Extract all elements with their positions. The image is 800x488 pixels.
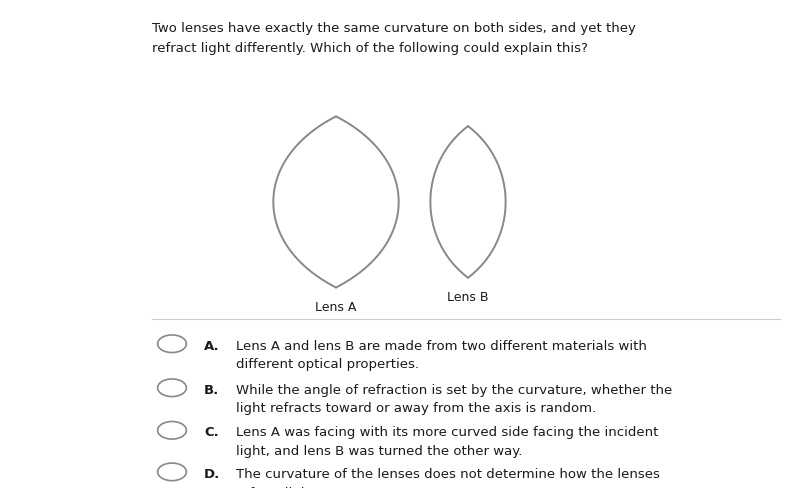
Text: refract light.: refract light. — [236, 486, 318, 488]
Text: different optical properties.: different optical properties. — [236, 358, 419, 371]
Text: D.: D. — [204, 467, 220, 480]
Text: Lens B: Lens B — [447, 290, 489, 304]
Text: light, and lens B was turned the other way.: light, and lens B was turned the other w… — [236, 444, 522, 457]
Text: refract light differently. Which of the following could explain this?: refract light differently. Which of the … — [152, 41, 588, 55]
Text: While the angle of refraction is set by the curvature, whether the: While the angle of refraction is set by … — [236, 383, 672, 396]
Text: Lens A was facing with its more curved side facing the incident: Lens A was facing with its more curved s… — [236, 426, 658, 439]
Text: B.: B. — [204, 383, 219, 396]
Text: Two lenses have exactly the same curvature on both sides, and yet they: Two lenses have exactly the same curvatu… — [152, 22, 636, 35]
Text: A.: A. — [204, 339, 220, 352]
Text: Lens A and lens B are made from two different materials with: Lens A and lens B are made from two diff… — [236, 339, 647, 352]
Text: light refracts toward or away from the axis is random.: light refracts toward or away from the a… — [236, 402, 596, 415]
Text: The curvature of the lenses does not determine how the lenses: The curvature of the lenses does not det… — [236, 467, 660, 480]
Text: C.: C. — [204, 426, 218, 439]
Text: Lens A: Lens A — [315, 300, 357, 313]
